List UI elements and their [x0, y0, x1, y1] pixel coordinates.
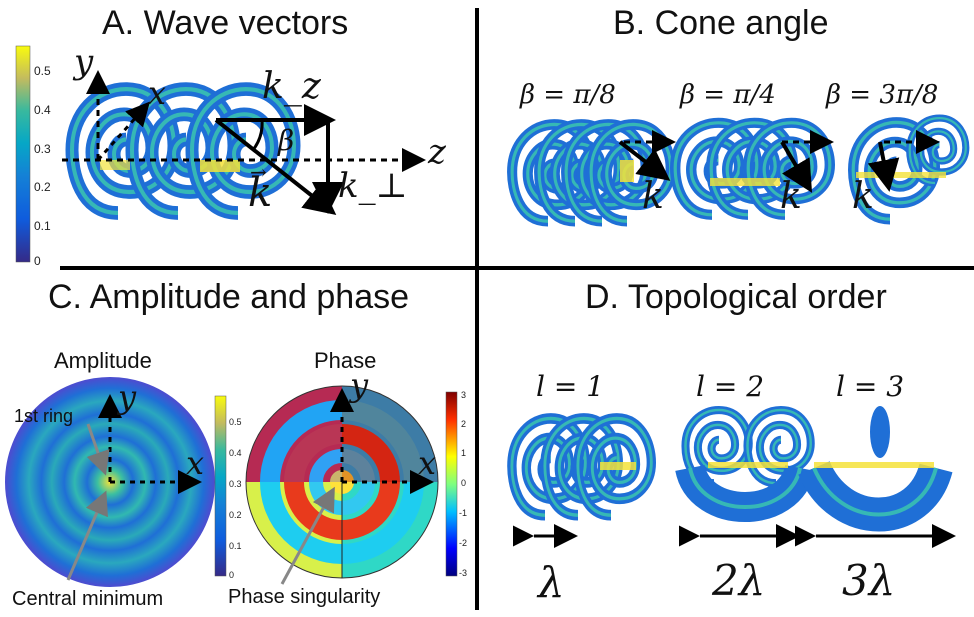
panel-b-kvec-label: k [780, 176, 802, 217]
panel-c-phase-colorbar-tick: 1 [461, 448, 467, 458]
panel-a-kvec-arrow: → [250, 160, 267, 184]
panel-a-colorbar [15, 45, 31, 263]
panel-a-beta-label: β [278, 124, 295, 157]
panel-c-phase-axis-x-label: x [418, 444, 437, 482]
panel-b-kvec-label: k [852, 176, 874, 217]
panel-b-spirals-1 [512, 124, 671, 221]
panel-a-colorbar-tick: 0.5 [34, 64, 51, 78]
panel-c-phase-colorbar [445, 391, 458, 577]
panel-a-title: A. Wave vectors [102, 4, 349, 42]
panel-b-title: B. Cone angle [613, 4, 829, 42]
panel-a-kz-label: k_z [262, 66, 321, 107]
panel-d-lambda-label: 2λ [712, 556, 766, 605]
panel-c-amp-colorbar-tick: 0.2 [229, 510, 242, 520]
panel-c-amp-colorbar-tick: 0.4 [229, 448, 242, 458]
panel-c-phase-colorbar-tick: -2 [459, 538, 468, 548]
panel-c-amplitude-axes [66, 394, 202, 581]
panel-c-phase-singularity-label: Phase singularity [228, 586, 381, 608]
panel-b-spirals-2 [675, 123, 830, 215]
panel-c-amp-colorbar-tick: 0.1 [229, 541, 242, 551]
panel-a-colorbar-tick: 0.4 [34, 103, 51, 117]
panel-b-angle-label: β = π/4 [680, 80, 776, 110]
panel-c-phase-colorbar-tick: 3 [461, 390, 467, 400]
panel-a-colorbar-tick: 0.1 [34, 219, 51, 233]
panel-c-amplitude-colorbar [214, 395, 227, 577]
panel-c-amp-colorbar-tick: 0.5 [229, 417, 242, 427]
panel-b-arrows [618, 130, 940, 193]
panel-d-title: D. Topological order [585, 278, 887, 316]
panel-d-lambda-label: 3λ [842, 556, 896, 605]
panel-a-colorbar-tick: 0.3 [34, 142, 51, 156]
panel-c-phase-colorbar-tick: -3 [459, 568, 468, 578]
panel-c-phase-axes [280, 388, 434, 585]
panel-d-order-label: l = 3 [836, 370, 905, 403]
panel-b-angle-label: β = π/8 [520, 80, 616, 110]
panel-c-first-ring-label: 1st ring [14, 406, 74, 426]
panel-c-phase-colorbar-tick: 2 [461, 419, 467, 429]
panel-c-phase-colorbar-tick: -1 [459, 508, 468, 518]
panel-a-spirals [72, 89, 294, 213]
panel-c-phase-axis-y-label: y [350, 366, 369, 404]
panel-a-axis-z-label: z [428, 132, 446, 172]
panel-a-wave-vector-triangle [214, 104, 344, 215]
panel-c-amp-colorbar-tick: 0 [229, 570, 235, 580]
panel-b-spirals-3 [853, 118, 966, 219]
panel-c-title: C. Amplitude and phase [48, 278, 410, 316]
panel-c-amp-colorbar-tick: 0.3 [229, 479, 242, 489]
panel-a-axis-y-label: y [74, 42, 94, 82]
panel-d-spirals-2 [675, 410, 810, 522]
panel-c-phase-colorbar-tick: 0 [461, 478, 467, 488]
panel-c-amplitude-label: Amplitude [54, 348, 152, 373]
panel-d-order-label: l = 2 [696, 370, 765, 403]
panel-d-spirals-1 [512, 418, 651, 515]
panel-c-amp-axis-x-label: x [186, 444, 205, 482]
panel-d-lambda-label: λ [538, 558, 565, 607]
panel-a-axes [62, 70, 426, 172]
panel-a-colorbar-tick: 0.2 [34, 180, 51, 194]
panel-c-central-minimum-label: Central minimum [12, 588, 164, 610]
panel-d-spirals-3 [798, 406, 953, 532]
panel-a-kvec-label: k [248, 170, 273, 216]
panel-b-kvec-label: k [642, 176, 664, 217]
panel-b-angle-label: β = 3π/8 [826, 80, 939, 110]
panel-a-colorbar-tick: 0 [34, 254, 41, 268]
panel-a-kperp-label: k_⊥ [338, 166, 408, 206]
panel-a-axis-x-label: x [148, 74, 167, 112]
panel-c-phase-label: Phase [314, 348, 377, 373]
panel-c-amp-axis-y-label: y [118, 378, 137, 416]
panel-d-order-label: l = 1 [536, 370, 605, 403]
